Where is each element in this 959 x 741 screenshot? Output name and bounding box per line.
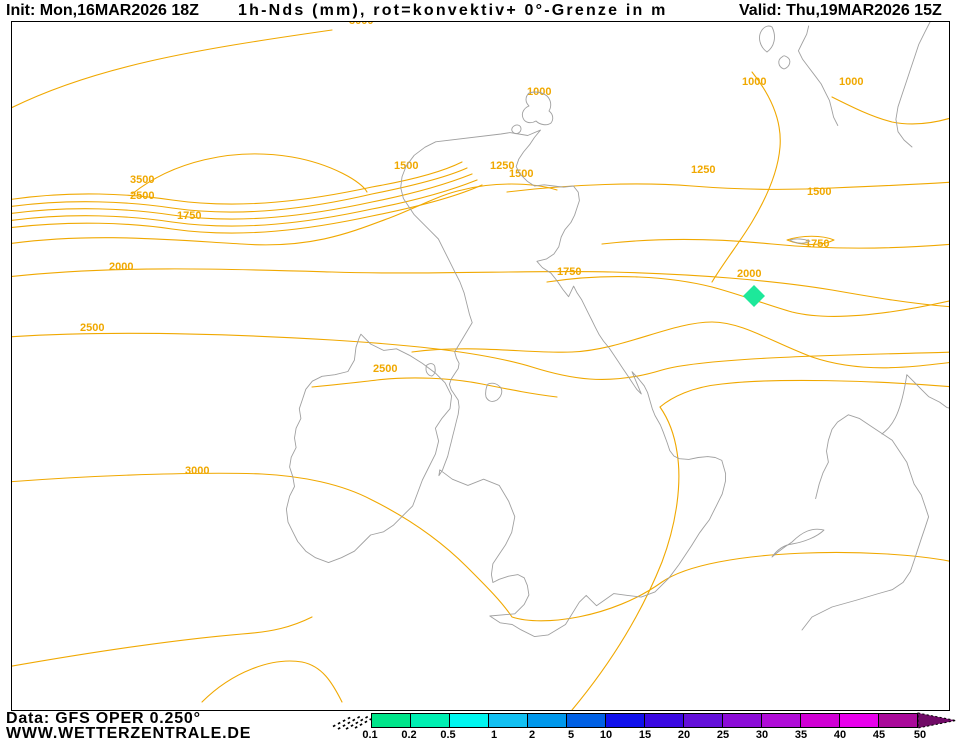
svg-text:2500: 2500 xyxy=(373,363,397,375)
svg-text:1000: 1000 xyxy=(839,76,863,88)
svg-text:1750: 1750 xyxy=(557,266,581,278)
svg-text:2500: 2500 xyxy=(80,322,104,334)
svg-text:2000: 2000 xyxy=(109,261,133,273)
svg-text:1000: 1000 xyxy=(742,76,766,88)
svg-text:1250: 1250 xyxy=(490,160,514,172)
svg-text:3500: 3500 xyxy=(130,174,154,186)
svg-text:1500: 1500 xyxy=(807,186,831,198)
svg-text:2500: 2500 xyxy=(130,190,154,202)
svg-text:3000: 3000 xyxy=(185,465,209,477)
svg-text:1250: 1250 xyxy=(691,164,715,176)
svg-text:2000: 2000 xyxy=(737,268,761,280)
svg-text:3000: 3000 xyxy=(349,22,373,27)
svg-text:1750: 1750 xyxy=(805,238,829,250)
svg-text:1750: 1750 xyxy=(177,210,201,222)
